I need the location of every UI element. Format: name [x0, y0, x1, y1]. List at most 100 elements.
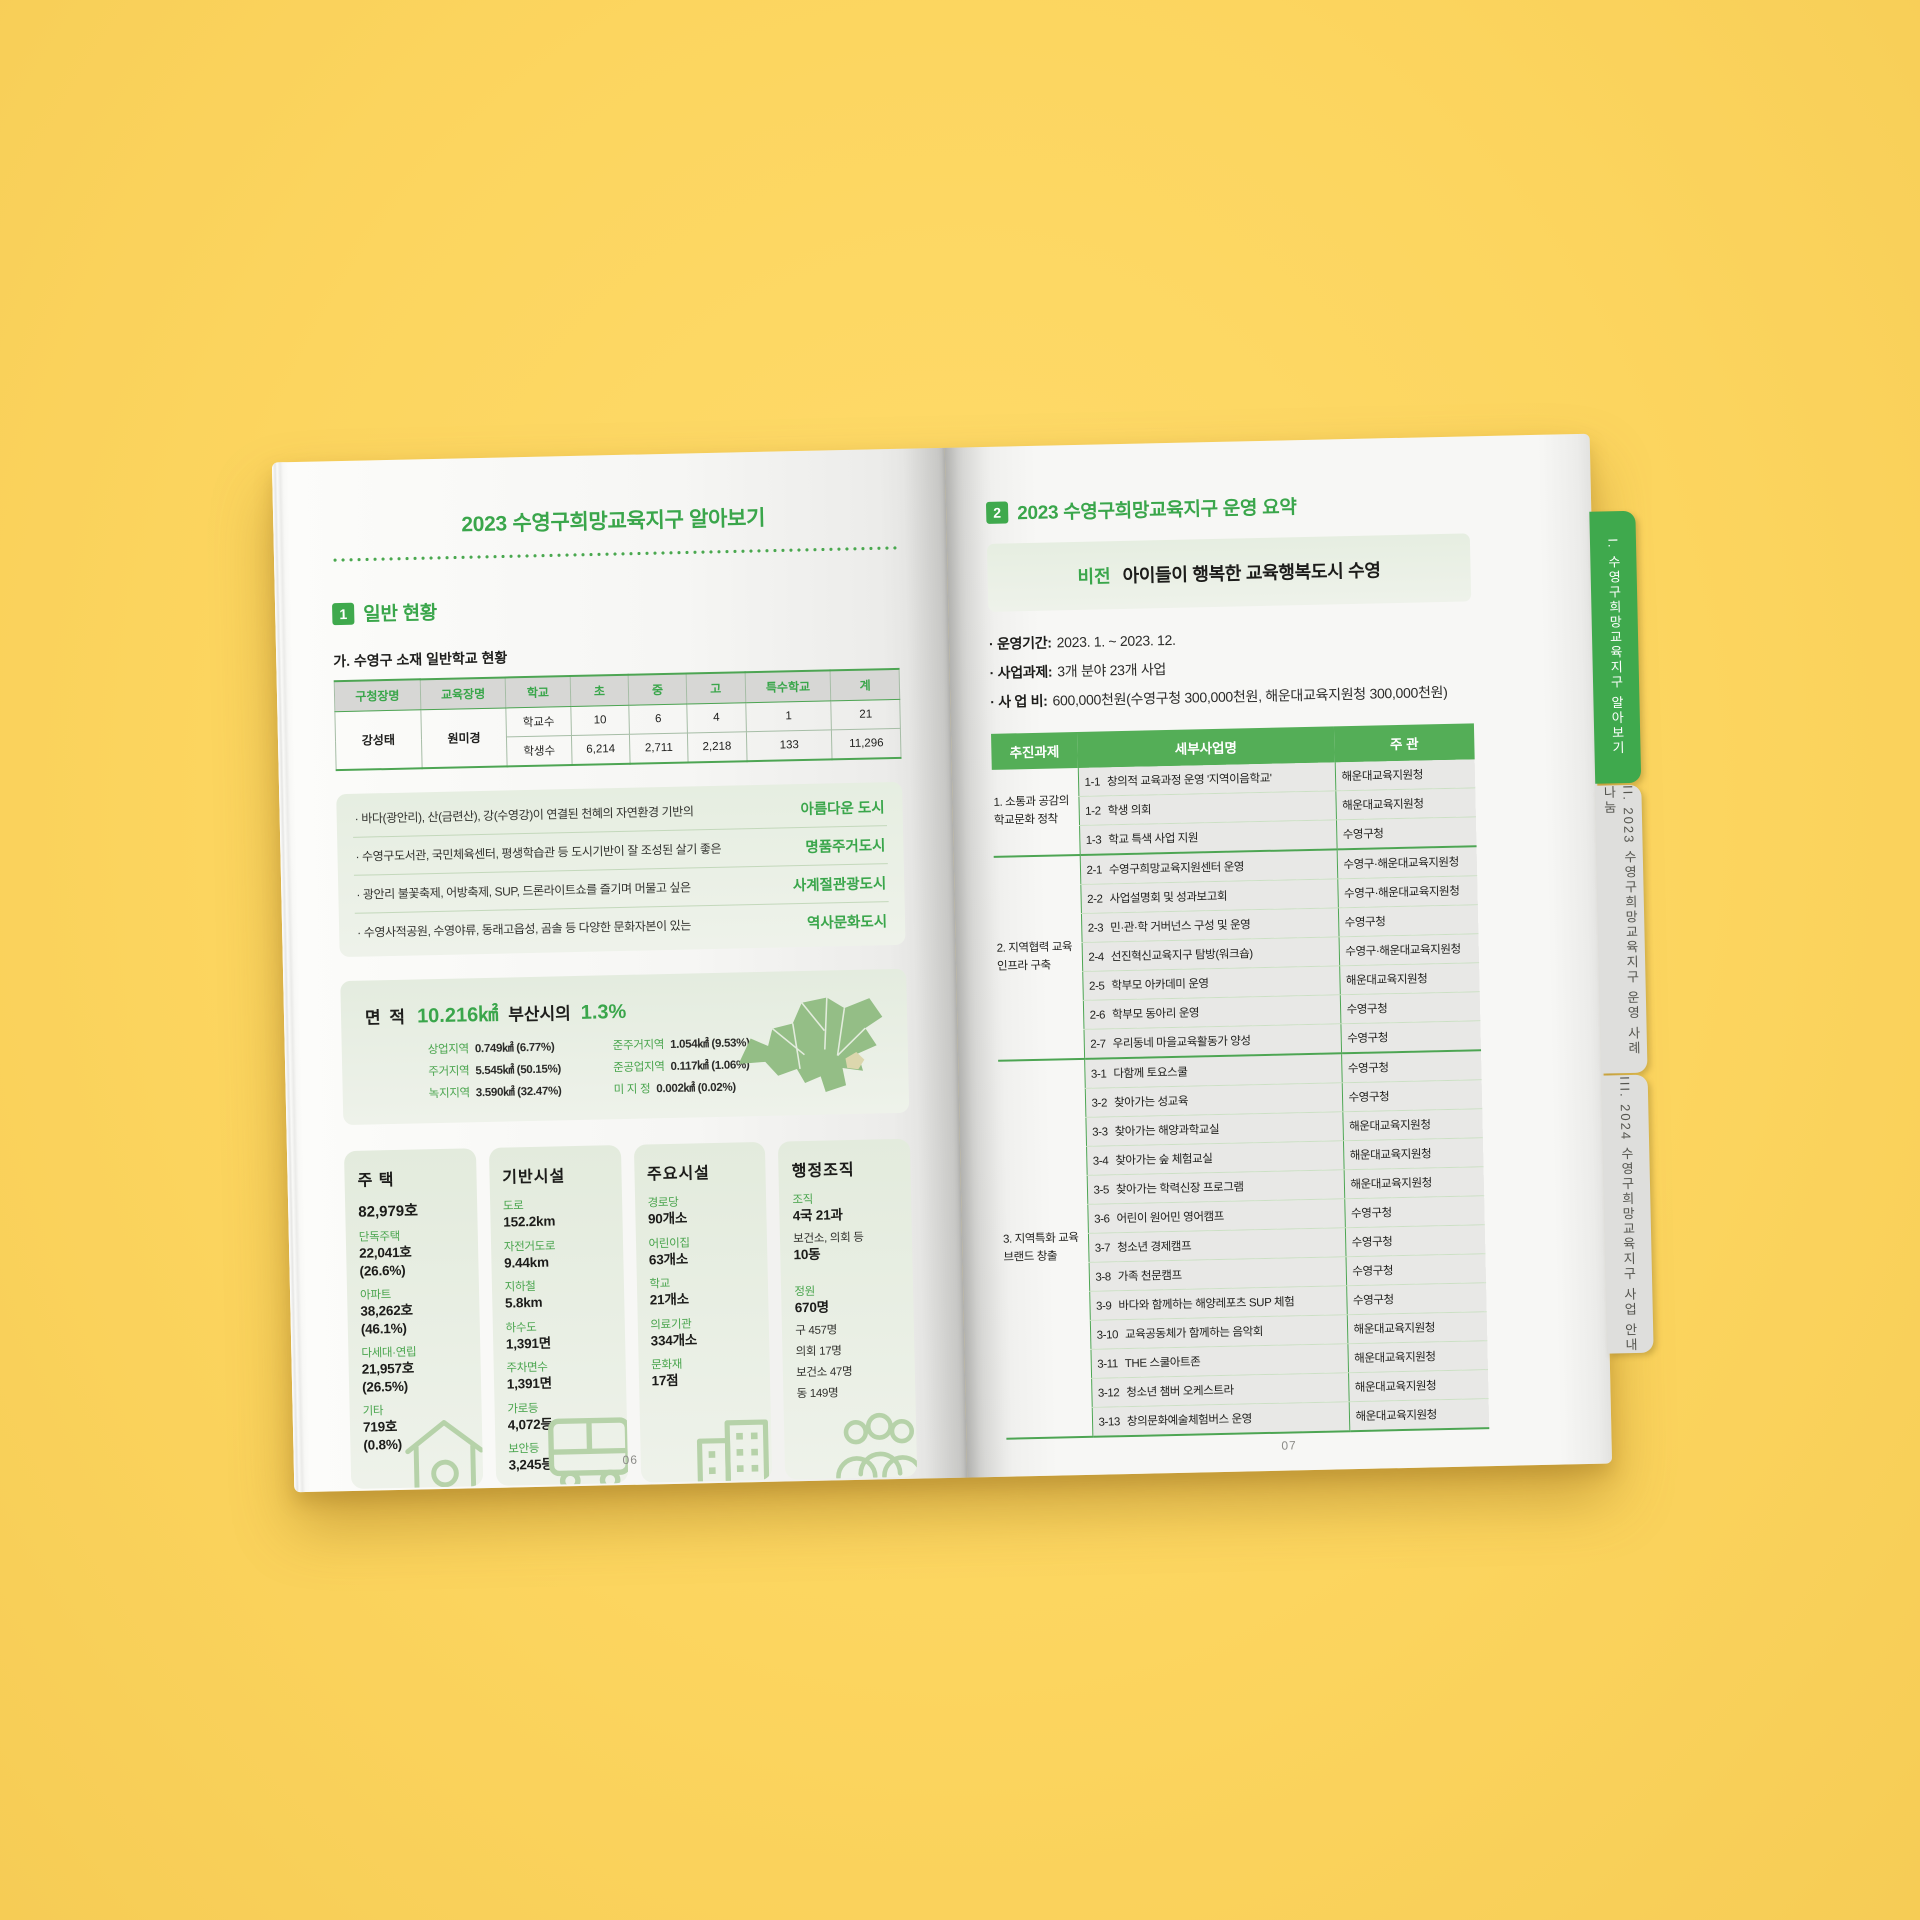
- project-name: 사업설명회 및 성과보고회: [1109, 890, 1228, 906]
- count-cell: 6: [629, 704, 688, 735]
- mayor-name-cell: 강성태: [334, 709, 422, 771]
- stat-value: (26.6%): [359, 1262, 406, 1279]
- city-features-panel: · 바다(광안리), 산(금련산), 강(수영강)이 연결된 천혜의 자연환경 …: [336, 781, 906, 958]
- stat-cards: 주 택 82,979호 단독주택 22,041호 (26.6%) 아파트 38,262호 (4…: [343, 1138, 918, 1490]
- project-id: 2-2: [1087, 893, 1103, 906]
- school-column-header: 특수학교: [744, 670, 832, 703]
- count-cell: 4: [686, 702, 747, 734]
- project-org-cell: 해운대교육지원청: [1348, 1398, 1490, 1432]
- project-id: 2-3: [1087, 922, 1104, 935]
- right-page-content: 2 2023 수영구희망교육지구 운영 요약 비전 아이들이 행복한 교육행복도시…: [945, 434, 1612, 1478]
- left-page-content: 2023 수영구희망교육지구 알아보기 1 일반 현황 가. 수영구 소재 일반…: [272, 448, 967, 1492]
- busan-map: [738, 997, 883, 1092]
- project-id: 3-1: [1090, 1068, 1107, 1081]
- open-booklet: 2023 수영구희망교육지구 알아보기 1 일반 현황 가. 수영구 소재 일반…: [271, 433, 1654, 1493]
- project-id: 2-6: [1089, 1009, 1106, 1022]
- stat-value: 21개소: [649, 1291, 689, 1308]
- feature-text: · 광안리 불꽃축제, 어방축제, SUP, 드론라이트쇼를 즐기며 머물고 싶…: [356, 880, 691, 902]
- project-id: 2-4: [1088, 951, 1104, 964]
- meta-value: 3개 분야 23개 사업: [1057, 661, 1167, 680]
- stat-value: 63개소: [648, 1251, 689, 1268]
- stat-value: 1,391면: [505, 1335, 552, 1352]
- count-cell: 10: [570, 705, 630, 736]
- project-name-cell: 3-13 창의문화예술체험버스 운영: [1091, 1401, 1350, 1437]
- section-number-badge: 2: [985, 500, 1009, 524]
- section-1-header: 1 일반 현황: [331, 588, 898, 627]
- page-left: 2023 수영구희망교육지구 알아보기 1 일반 현황 가. 수영구 소재 일반…: [271, 447, 968, 1493]
- operation-meta-list: · 운영기간: 2023. 1. ~ 2023. 12. · 사업과제: 3개 분야 …: [989, 623, 1474, 712]
- project-id: 3-13: [1098, 1416, 1121, 1429]
- stat-text: 보건소 47명: [796, 1365, 853, 1379]
- project-org-cell: 수영구청: [1339, 991, 1481, 1024]
- count-cell: 133: [746, 729, 833, 762]
- project-name: 학생 의회: [1107, 804, 1152, 818]
- project-org-cell: 해운대교육지원청: [1346, 1311, 1488, 1344]
- project-id: 3-7: [1094, 1242, 1111, 1255]
- project-name: 가족 천문캠프: [1117, 1269, 1182, 1284]
- project-id: 3-12: [1097, 1387, 1120, 1400]
- section-number-badge: 1: [331, 602, 355, 625]
- col-header-task: 추진과제: [991, 732, 1078, 770]
- count-cell: 11,296: [831, 728, 902, 760]
- project-name: 우리동네 마을교육활동가 양성: [1112, 1035, 1251, 1051]
- side-tab-2: II. 2023 수영구희망교육지구 운영 사례 나눔: [1595, 784, 1648, 1074]
- stat-card-title: 행정조직: [791, 1161, 855, 1181]
- col-header-org: 주 관: [1333, 723, 1475, 763]
- page-right: 2 2023 수영구희망교육지구 운영 요약 비전 아이들이 행복한 교육행복도시…: [944, 433, 1613, 1478]
- stat-card-title: 기반시설: [502, 1168, 566, 1187]
- project-name: 청소년 챔버 오케스트라: [1126, 1384, 1234, 1400]
- task-group-cell: 3. 지역특화 교육 브랜드 창출: [998, 1058, 1093, 1439]
- feature-label: 아름다운 도시: [800, 800, 885, 819]
- school-column-header: 구청장명: [334, 679, 421, 712]
- school-column-header: 중: [628, 673, 687, 706]
- project-name: 민·관·학 거버넌스 구성 및 운영: [1110, 919, 1251, 935]
- area-stat-value: 3.590㎢ (32.47%): [475, 1085, 562, 1100]
- count-cell: 2,711: [629, 733, 688, 764]
- school-table-caption: 가. 수영구 소재 일반학교 현황: [333, 649, 508, 670]
- project-id: 3-5: [1093, 1184, 1110, 1197]
- stat-value: 17점: [651, 1373, 679, 1389]
- area-label: 면 적: [364, 1007, 408, 1028]
- project-id: 2-1: [1086, 864, 1103, 877]
- meta-row: · 사업과제: 3개 분야 23개 사업: [989, 652, 1472, 683]
- school-column-header: 초: [569, 674, 630, 707]
- area-stat-label: 미 지 정: [613, 1083, 651, 1097]
- row-label-cell: 학교수: [506, 706, 571, 737]
- project-id: 3-6: [1094, 1213, 1110, 1226]
- vision-panel: 비전 아이들이 행복한 교육행복도시 수영: [986, 533, 1472, 612]
- area-percent: 1.3%: [580, 1000, 627, 1024]
- project-id: 2-7: [1090, 1038, 1106, 1051]
- project-name: THE 스쿨아트존: [1124, 1356, 1201, 1371]
- project-name: 창의문화예술체험버스 운영: [1126, 1413, 1253, 1429]
- area-stat: 녹지지역 3.590㎢ (32.47%): [429, 1081, 614, 1101]
- area-stat-label: 주거지역: [428, 1065, 470, 1079]
- project-org-cell: 수영구청: [1335, 816, 1477, 850]
- stat-value: 9.44km: [504, 1254, 549, 1271]
- stat-card: 주요시설 경로당 90개소 어린이집 63개소 학교 21개소 의료기관 334개소 문화재 17점: [633, 1141, 773, 1483]
- stat-value: 334개소: [650, 1332, 698, 1349]
- project-org-cell: 수영구청: [1340, 1020, 1482, 1054]
- section-2-header: 2 2023 수영구희망교육지구 운영 요약: [985, 488, 1469, 526]
- project-org-cell: 해운대교육지원청: [1339, 962, 1480, 995]
- project-name: 창의적 교육과정 운영 '지역이음학교': [1106, 772, 1272, 789]
- count-cell: 1: [745, 700, 832, 732]
- side-tab-1: I. 수영구희망교육지구 알아보기: [1589, 510, 1642, 784]
- stat-value: 670명: [794, 1299, 830, 1316]
- area-stat-label: 상업지역: [427, 1043, 470, 1057]
- meta-value: 600,000천원(수영구청 300,000천원, 해운대교육지원청 300,0…: [1052, 683, 1448, 709]
- area-stat-label: 준공업지역: [613, 1061, 665, 1075]
- area-stat-label: 녹지지역: [428, 1087, 470, 1101]
- school-column-header: 고: [685, 672, 746, 705]
- stat-text: 구 457명: [795, 1324, 838, 1337]
- meta-row: · 사 업 비: 600,000천원(수영구청 300,000천원, 해운대교육지…: [990, 681, 1473, 712]
- project-id: 2-5: [1088, 980, 1105, 993]
- feature-text: · 수영구도서관, 국민체육센터, 평생학습관 등 도시기반이 잘 조성된 살기…: [355, 841, 722, 864]
- area-stat: 상업지역 0.749㎢ (6.77%): [428, 1037, 613, 1057]
- stat-value: 1,391면: [506, 1375, 553, 1392]
- area-stat-value: 5.545㎢ (50.15%): [475, 1063, 562, 1078]
- project-org-cell: 수영구청: [1344, 1224, 1486, 1257]
- area-stat-value: 0.749㎢ (6.77%): [474, 1041, 555, 1056]
- project-org-cell: 수영구청: [1344, 1195, 1485, 1228]
- task-group-cell: 1. 소통과 공감의 학교문화 정착: [991, 767, 1080, 857]
- area-stat-label: 준주거지역: [612, 1039, 665, 1053]
